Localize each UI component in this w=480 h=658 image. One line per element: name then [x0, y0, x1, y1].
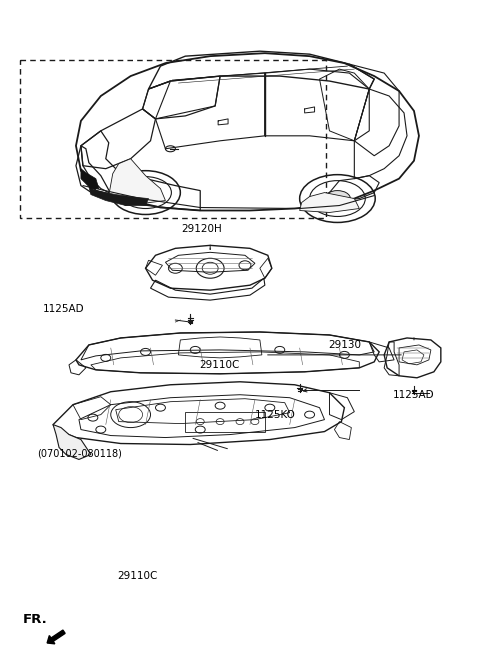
Bar [21, 61, 326, 218]
Polygon shape [81, 168, 99, 189]
Text: 29110C: 29110C [199, 360, 240, 370]
Text: (070102-080118): (070102-080118) [37, 449, 122, 459]
Polygon shape [89, 187, 148, 205]
Ellipse shape [324, 191, 350, 207]
Text: 1125AD: 1125AD [393, 390, 434, 399]
Text: 29110C: 29110C [117, 571, 157, 582]
Text: 29130: 29130 [328, 340, 361, 350]
Text: 1125KO: 1125KO [254, 411, 295, 420]
Polygon shape [53, 424, 91, 459]
FancyArrow shape [47, 630, 65, 644]
Polygon shape [300, 193, 360, 213]
Text: 29120H: 29120H [181, 224, 222, 234]
Bar [185, 412, 265, 432]
Text: 1125AD: 1125AD [43, 305, 85, 315]
Polygon shape [109, 159, 166, 205]
Text: FR.: FR. [23, 613, 48, 626]
Ellipse shape [133, 185, 157, 201]
